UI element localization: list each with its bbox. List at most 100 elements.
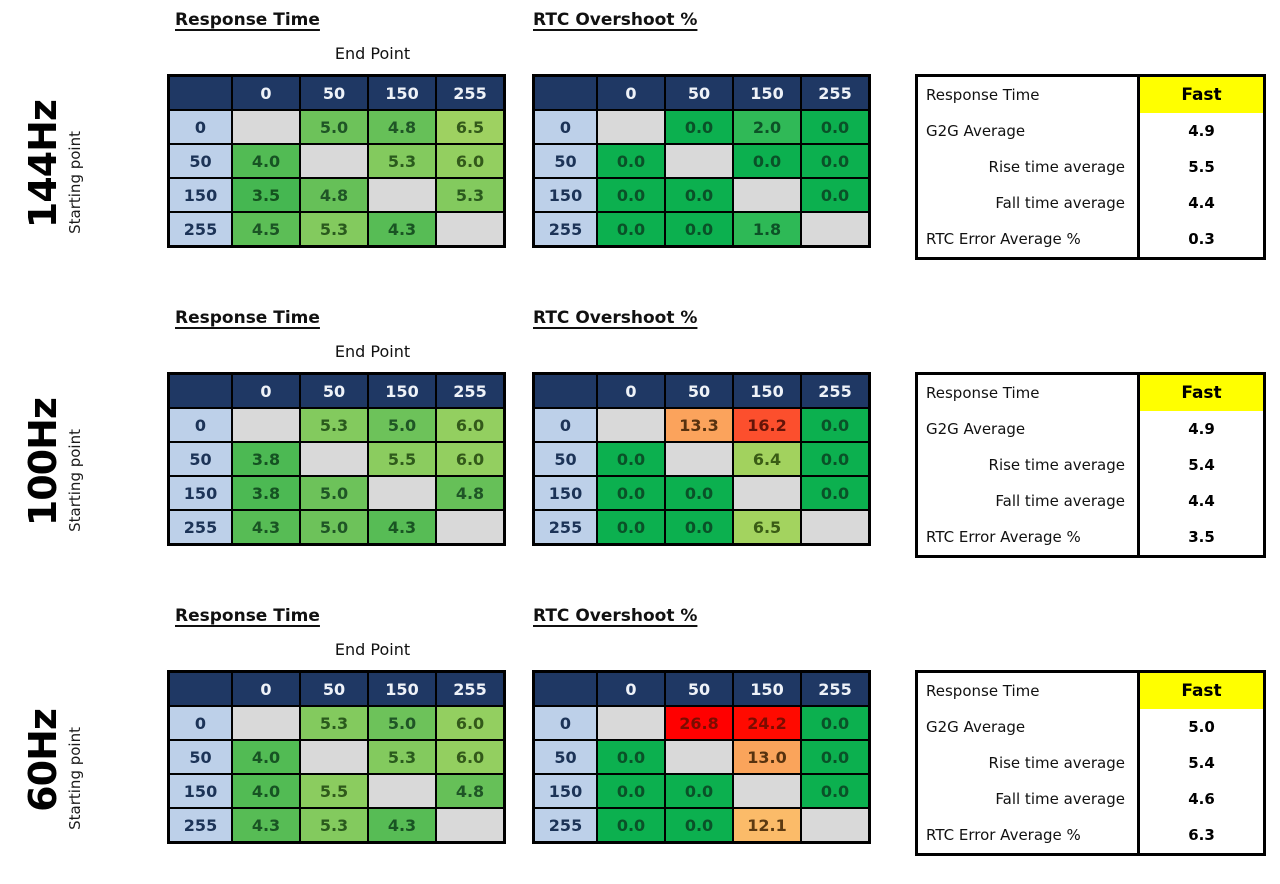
matrix-row: 50 4.0 5.3 6.0 bbox=[167, 739, 506, 775]
matrix-value-cell: 4.3 bbox=[367, 807, 437, 844]
response-time-matrix: 0 50 150 255 0 5.3 5.0 6.0 50 3.8 5.5 6.0 150 3.8 5.0 4… bbox=[167, 372, 506, 546]
matrix-row: 255 0.0 0.0 12.1 bbox=[532, 807, 871, 844]
matrix-header-row: 0 50 150 255 bbox=[532, 372, 871, 409]
matrix-value-cell: 6.0 bbox=[435, 441, 506, 477]
end-point-axis-label: End Point bbox=[334, 44, 411, 63]
matrix-header-row: 0 50 150 255 bbox=[167, 372, 506, 409]
rtc-overshoot-matrix: 0 50 150 255 0 26.8 24.2 0.0 50 0.0 13.0 0.0 150 0.0 0… bbox=[532, 670, 871, 844]
starting-point-header: 0 bbox=[167, 407, 233, 443]
matrix-value-cell: 6.0 bbox=[435, 705, 506, 741]
matrix-value-cell: 0.0 bbox=[732, 143, 802, 179]
matrix-diagonal-cell bbox=[367, 773, 437, 809]
matrix-diagonal-cell bbox=[435, 509, 506, 546]
starting-point-text: Starting point bbox=[66, 130, 84, 234]
summary-label: RTC Error Average % bbox=[926, 826, 1081, 844]
matrix-value-cell: 5.3 bbox=[435, 177, 506, 213]
matrix-value-cell: 6.0 bbox=[435, 739, 506, 775]
summary-row: Fall time average 4.6 bbox=[917, 781, 1265, 817]
end-point-axis-label: End Point bbox=[334, 342, 411, 361]
matrix-value-cell: 0.0 bbox=[664, 211, 734, 248]
matrix-diagonal-cell bbox=[596, 109, 666, 145]
matrix-value-cell: 0.0 bbox=[800, 739, 871, 775]
matrix-value-cell: 5.5 bbox=[299, 773, 369, 809]
summary-row: RTC Error Average % 0.3 bbox=[917, 221, 1265, 259]
matrix-value-cell: 4.3 bbox=[367, 509, 437, 546]
matrix-corner-cell bbox=[532, 74, 598, 111]
matrix-value-cell: 0.0 bbox=[596, 177, 666, 213]
rtc-overshoot-title: RTC Overshoot % bbox=[533, 10, 698, 30]
end-point-header: 150 bbox=[367, 74, 437, 111]
summary-value-rating: Fast bbox=[1137, 671, 1265, 709]
matrix-row: 50 0.0 6.4 0.0 bbox=[532, 441, 871, 477]
summary-row: G2G Average 4.9 bbox=[917, 113, 1265, 149]
matrix-value-cell: 5.3 bbox=[299, 211, 369, 248]
starting-point-header: 0 bbox=[167, 705, 233, 741]
summary-value: 4.4 bbox=[1137, 185, 1265, 221]
summary-value: 3.5 bbox=[1137, 519, 1265, 557]
matrix-value-cell: 0.0 bbox=[664, 177, 734, 213]
response-time-matrix: 0 50 150 255 0 5.0 4.8 6.5 50 4.0 5.3 6.0 150 3.5 4.8 5… bbox=[167, 74, 506, 248]
summary-label: Response Time bbox=[926, 384, 1040, 402]
matrix-diagonal-cell bbox=[800, 807, 871, 844]
end-point-header: 255 bbox=[800, 670, 871, 707]
starting-point-axis-label: Starting point bbox=[62, 706, 88, 850]
matrix-corner-cell bbox=[167, 74, 233, 111]
matrix-value-cell: 0.0 bbox=[664, 509, 734, 546]
matrix-value-cell: 5.3 bbox=[367, 143, 437, 179]
matrix-value-cell: 4.3 bbox=[231, 807, 301, 844]
end-point-header: 255 bbox=[800, 372, 871, 409]
rtc-overshoot-matrix: 0 50 150 255 0 13.3 16.2 0.0 50 0.0 6.4 0.0 150 0.0 0.… bbox=[532, 372, 871, 546]
starting-point-header: 50 bbox=[167, 441, 233, 477]
matrix-value-cell: 6.4 bbox=[732, 441, 802, 477]
starting-point-header: 150 bbox=[167, 177, 233, 213]
matrix-diagonal-cell bbox=[435, 211, 506, 248]
matrix-diagonal-cell bbox=[664, 441, 734, 477]
summary-label: Response Time bbox=[926, 682, 1040, 700]
summary-label: G2G Average bbox=[926, 420, 1026, 438]
starting-point-axis-label: Starting point bbox=[62, 110, 88, 254]
summary-row: Response Time Fast bbox=[917, 373, 1265, 411]
summary-label: Fall time average bbox=[995, 790, 1125, 808]
matrix-value-cell: 5.5 bbox=[367, 441, 437, 477]
matrix-diagonal-cell bbox=[367, 475, 437, 511]
end-point-header: 0 bbox=[231, 372, 301, 409]
matrix-row: 50 0.0 13.0 0.0 bbox=[532, 739, 871, 775]
end-point-header: 0 bbox=[231, 670, 301, 707]
matrix-diagonal-cell bbox=[800, 509, 871, 546]
matrix-value-cell: 0.0 bbox=[800, 441, 871, 477]
matrix-diagonal-cell bbox=[732, 177, 802, 213]
matrix-diagonal-cell bbox=[664, 739, 734, 775]
matrix-value-cell: 4.0 bbox=[231, 143, 301, 179]
starting-point-header: 150 bbox=[167, 773, 233, 809]
starting-point-header: 50 bbox=[167, 143, 233, 179]
matrix-value-cell: 0.0 bbox=[800, 109, 871, 145]
matrix-value-cell: 6.5 bbox=[732, 509, 802, 546]
summary-label: G2G Average bbox=[926, 718, 1026, 736]
matrix-value-cell: 4.0 bbox=[231, 739, 301, 775]
matrix-value-cell: 4.8 bbox=[367, 109, 437, 145]
end-point-header: 255 bbox=[800, 74, 871, 111]
matrix-value-cell: 5.0 bbox=[367, 407, 437, 443]
section-100hz: 100Hz Starting point Response Time RTC O… bbox=[0, 298, 1280, 578]
matrix-value-cell: 0.0 bbox=[800, 705, 871, 741]
matrix-value-cell: 0.0 bbox=[664, 475, 734, 511]
matrix-corner-cell bbox=[532, 372, 598, 409]
matrix-row: 255 4.5 5.3 4.3 bbox=[167, 211, 506, 248]
matrix-row: 50 3.8 5.5 6.0 bbox=[167, 441, 506, 477]
end-point-header: 255 bbox=[435, 74, 506, 111]
end-point-header: 50 bbox=[664, 670, 734, 707]
matrix-corner-cell bbox=[167, 372, 233, 409]
matrix-value-cell: 6.5 bbox=[435, 109, 506, 145]
matrix-value-cell: 4.8 bbox=[435, 773, 506, 809]
matrix-value-cell: 3.8 bbox=[231, 441, 301, 477]
matrix-value-cell: 4.0 bbox=[231, 773, 301, 809]
summary-row: Rise time average 5.4 bbox=[917, 447, 1265, 483]
starting-point-header: 255 bbox=[167, 509, 233, 546]
end-point-header: 50 bbox=[664, 74, 734, 111]
end-point-header: 150 bbox=[367, 372, 437, 409]
matrix-value-cell: 0.0 bbox=[596, 807, 666, 844]
matrix-value-cell: 3.8 bbox=[231, 475, 301, 511]
matrix-corner-cell bbox=[532, 670, 598, 707]
matrix-row: 255 0.0 0.0 6.5 bbox=[532, 509, 871, 546]
matrix-row: 0 13.3 16.2 0.0 bbox=[532, 407, 871, 443]
